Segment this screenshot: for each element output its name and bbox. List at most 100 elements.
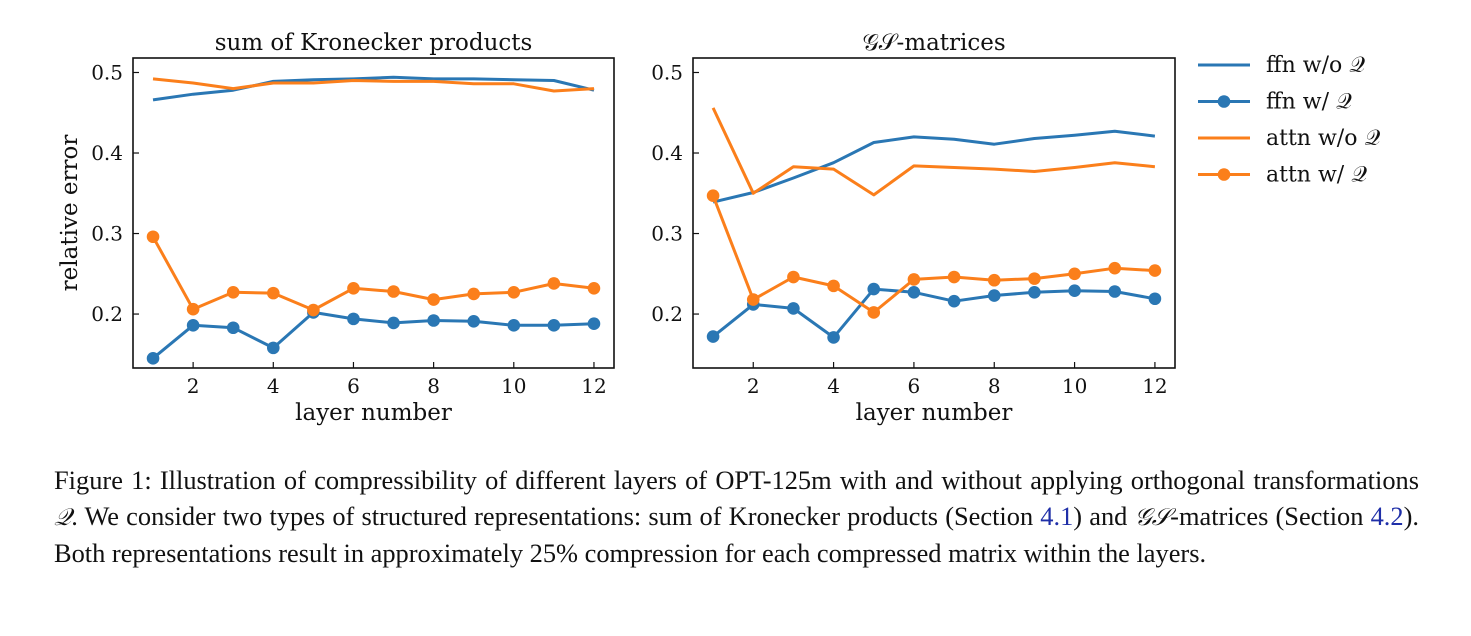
- legend-marker: [1217, 95, 1231, 108]
- data-point: [266, 341, 280, 355]
- data-point: [867, 306, 881, 319]
- data-point: [787, 270, 800, 284]
- x-tick-label: 12: [1142, 374, 1167, 398]
- series-line-0: [712, 129, 1156, 204]
- x-tick-label: 12: [581, 374, 606, 398]
- x-axis-label: layer number: [856, 400, 1013, 426]
- data-point: [706, 189, 720, 202]
- data-point: [827, 331, 840, 344]
- x-tick-label: 4: [827, 374, 840, 398]
- y-tick-label: 0.4: [91, 141, 123, 165]
- data-point: [186, 302, 200, 316]
- figure-caption: Figure 1: Illustration of compressibilit…: [54, 462, 1419, 571]
- legend: ffn w/o 𝒬 ffn w/ 𝒬 attn w/o 𝒬 attn w/ 𝒬: [1198, 53, 1380, 188]
- y-tick-label: 0.5: [91, 60, 123, 84]
- x-tick-label: 8: [427, 374, 440, 398]
- data-point: [226, 321, 240, 335]
- data-point: [706, 330, 720, 343]
- data-point: [427, 293, 440, 306]
- data-point: [547, 277, 561, 290]
- data-point: [787, 302, 800, 315]
- data-point: [387, 316, 400, 330]
- y-tick-label: 0.2: [651, 302, 683, 326]
- data-point: [467, 287, 481, 301]
- data-point: [867, 282, 881, 296]
- caption-text-2: . We consider two types of structured re…: [71, 501, 1041, 531]
- data-point: [587, 317, 601, 331]
- series-line-2: [152, 77, 595, 93]
- x-tick-label: 10: [1062, 374, 1087, 398]
- y-tick-label: 0.3: [91, 222, 123, 246]
- data-point: [266, 286, 280, 300]
- data-point: [427, 314, 440, 327]
- data-point: [467, 314, 481, 328]
- series-line-1: [712, 287, 1156, 339]
- caption-text-4: -matrices (Section: [1170, 501, 1371, 531]
- data-point: [1108, 285, 1122, 298]
- data-point: [307, 303, 320, 317]
- data-point: [1028, 272, 1041, 285]
- data-point: [347, 312, 360, 326]
- data-point: [987, 273, 1001, 287]
- data-point: [1148, 292, 1162, 306]
- data-point: [827, 279, 840, 293]
- data-point: [146, 352, 160, 365]
- data-point: [746, 293, 760, 306]
- section-link-4-1[interactable]: 4.1: [1040, 501, 1074, 531]
- plot-frame: [692, 57, 1176, 369]
- legend-label: ffn w/o 𝒬: [1266, 53, 1365, 78]
- y-tick-label: 0.2: [91, 302, 123, 326]
- y-tick-label: 0.3: [651, 222, 683, 246]
- chart-gs-matrices: 𝒢𝒮-matrices 2 4 6 8 10 12 0.2 0.3 0.4 0.5 layer num…: [651, 30, 1176, 426]
- data-point: [347, 281, 360, 295]
- legend-label: attn w/ 𝒬: [1266, 163, 1367, 188]
- x-axis-label: layer number: [295, 400, 452, 426]
- caption-symbol-gs: 𝒢𝒮: [1134, 503, 1171, 531]
- x-tick-label: 6: [347, 374, 360, 398]
- data-point: [1108, 261, 1122, 275]
- plot-frame: [132, 57, 615, 369]
- series-line-3: [711, 195, 1155, 314]
- chart-kronecker: sum of Kronecker products 2 4 6 8 10 12 0.2 0.3 0…: [57, 30, 615, 426]
- figure: sum of Kronecker products 2 4 6 8 10 12 0.2 0.3 0…: [57, 30, 1380, 426]
- data-point: [547, 319, 561, 332]
- series-line-1: [152, 310, 595, 360]
- data-point: [1028, 286, 1041, 299]
- data-point: [987, 289, 1001, 302]
- legend-label: ffn w/ 𝒬: [1266, 90, 1352, 115]
- data-point: [947, 270, 961, 284]
- y-axis-label: relative error: [57, 135, 83, 292]
- x-tick-label: 4: [267, 374, 280, 398]
- data-point: [587, 281, 601, 295]
- data-point: [1068, 284, 1081, 298]
- y-tick-label: 0.5: [651, 60, 683, 84]
- caption-symbol-q: 𝒬: [54, 503, 72, 531]
- x-tick-label: 2: [187, 374, 200, 398]
- x-tick-label: 8: [988, 374, 1001, 398]
- data-point: [507, 286, 521, 299]
- caption-text-3: ) and: [1073, 501, 1135, 531]
- data-point: [907, 273, 921, 286]
- series-line-2: [711, 107, 1156, 197]
- x-tick-label: 10: [501, 374, 526, 398]
- data-point: [1068, 267, 1081, 281]
- series-line-0: [152, 75, 595, 102]
- y-tick-label: 0.4: [651, 141, 683, 165]
- series-line-3: [151, 236, 595, 312]
- data-point: [387, 285, 400, 298]
- data-point: [947, 294, 961, 308]
- section-link-4-2[interactable]: 4.2: [1370, 501, 1404, 531]
- x-tick-label: 6: [908, 374, 921, 398]
- legend-label: attn w/o 𝒬: [1266, 126, 1380, 151]
- data-point: [226, 286, 240, 299]
- data-point: [186, 319, 200, 332]
- chart-title: 𝒢𝒮-matrices: [862, 30, 1005, 56]
- chart-title: sum of Kronecker products: [215, 30, 533, 56]
- caption-text-5: ). Both representations result in approx…: [54, 501, 1419, 568]
- data-point: [507, 319, 521, 332]
- data-point: [907, 286, 921, 299]
- legend-marker: [1217, 168, 1231, 181]
- data-point: [1148, 264, 1162, 277]
- data-point: [146, 230, 160, 244]
- caption-text-1: Figure 1: Illustration of compressibilit…: [54, 465, 1419, 495]
